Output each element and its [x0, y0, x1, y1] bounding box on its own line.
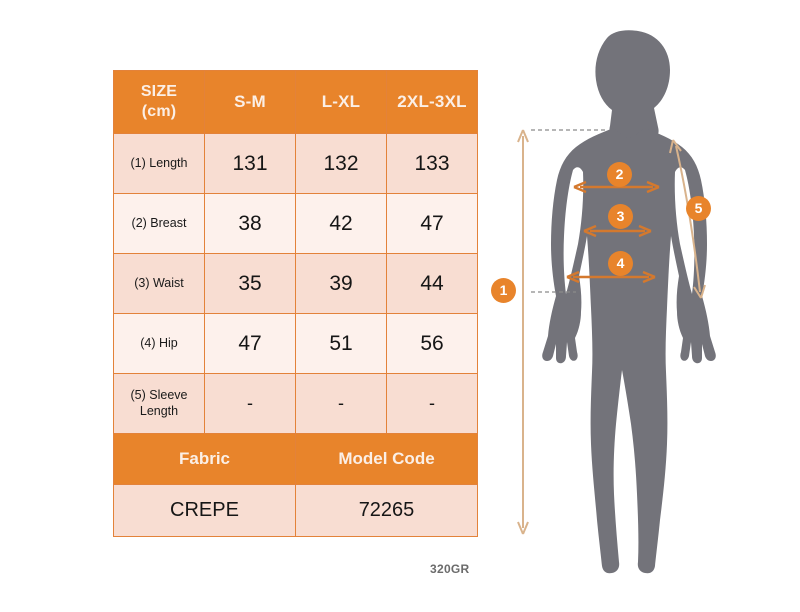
- header-fabric: Fabric: [113, 433, 296, 485]
- table-row: (4) Hip 47 51 56: [113, 313, 478, 374]
- cell-hip-lxl: 51: [295, 313, 387, 374]
- table-row: (3) Waist 35 39 44: [113, 253, 478, 314]
- measure-3-arrowhead-left: [583, 224, 597, 238]
- cell-hip-2xl3xl: 56: [386, 313, 478, 374]
- measure-marker-5: 5: [686, 196, 711, 221]
- measure-4-arrowhead-right: [642, 270, 656, 284]
- header-model-code: Model Code: [295, 433, 478, 485]
- header-col-2xl-3xl: 2XL-3XL: [386, 70, 478, 134]
- guide-dashed-lines: [531, 129, 607, 293]
- size-chart-table: SIZE (cm) S-M L-XL 2XL-3XL (1) Length 13…: [113, 70, 478, 537]
- female-silhouette: [542, 30, 716, 574]
- header-size-line1: SIZE: [140, 83, 178, 100]
- measure-1-arrowhead-bottom: [517, 521, 529, 535]
- header-size-line2: (cm): [141, 103, 177, 120]
- cell-hip-sm: 47: [204, 313, 296, 374]
- row-label-sleeve-length: (5) Sleeve Length: [113, 373, 205, 434]
- measure-marker-2: 2: [607, 162, 632, 187]
- header-col-l-xl: L-XL: [295, 70, 387, 134]
- header-size-cm: SIZE (cm): [113, 70, 205, 134]
- value-model-code: 72265: [295, 484, 478, 537]
- cell-length-lxl: 132: [295, 133, 387, 194]
- cell-breast-sm: 38: [204, 193, 296, 254]
- row-label-breast: (2) Breast: [113, 193, 205, 254]
- measure-marker-1: 1: [491, 278, 516, 303]
- cell-waist-lxl: 39: [295, 253, 387, 314]
- measure-3-arrowhead-right: [638, 224, 652, 238]
- row-label-sleeve-line1: (5) Sleeve: [130, 387, 188, 402]
- table-header-row: SIZE (cm) S-M L-XL 2XL-3XL: [113, 70, 478, 134]
- table-row: (1) Length 131 132 133: [113, 133, 478, 194]
- silhouette-arm-gaps: [563, 167, 695, 294]
- fabric-header-row: Fabric Model Code: [113, 433, 478, 485]
- fabric-value-row: CREPE 72265: [113, 484, 478, 537]
- header-col-s-m: S-M: [204, 70, 296, 134]
- watermark-label: 320GR: [430, 562, 470, 576]
- cell-waist-2xl3xl: 44: [386, 253, 478, 314]
- row-label-sleeve-line2: Length: [139, 403, 179, 418]
- measure-4-arrowhead-left: [566, 270, 580, 284]
- cell-waist-sm: 35: [204, 253, 296, 314]
- measure-arrow-4-hip: [566, 270, 656, 284]
- measure-arrow-1-length: [517, 129, 529, 535]
- measure-5-arrowhead-bottom: [693, 284, 706, 299]
- measure-1-arrowhead-top: [517, 129, 529, 143]
- table-row: (5) Sleeve Length - - -: [113, 373, 478, 434]
- row-label-waist: (3) Waist: [113, 253, 205, 314]
- row-label-hip: (4) Hip: [113, 313, 205, 374]
- measure-5-arrowhead-top: [669, 139, 682, 154]
- measure-marker-3: 3: [608, 204, 633, 229]
- cell-length-sm: 131: [204, 133, 296, 194]
- cell-breast-lxl: 42: [295, 193, 387, 254]
- row-label-length: (1) Length: [113, 133, 205, 194]
- value-fabric: CREPE: [113, 484, 296, 537]
- measure-marker-4: 4: [608, 251, 633, 276]
- cell-sleeve-lxl: -: [295, 373, 387, 434]
- cell-breast-2xl3xl: 47: [386, 193, 478, 254]
- cell-sleeve-2xl3xl: -: [386, 373, 478, 434]
- measure-2-arrowhead-left: [573, 180, 587, 194]
- cell-length-2xl3xl: 133: [386, 133, 478, 194]
- cell-sleeve-sm: -: [204, 373, 296, 434]
- measure-2-arrowhead-right: [646, 180, 660, 194]
- table-row: (2) Breast 38 42 47: [113, 193, 478, 254]
